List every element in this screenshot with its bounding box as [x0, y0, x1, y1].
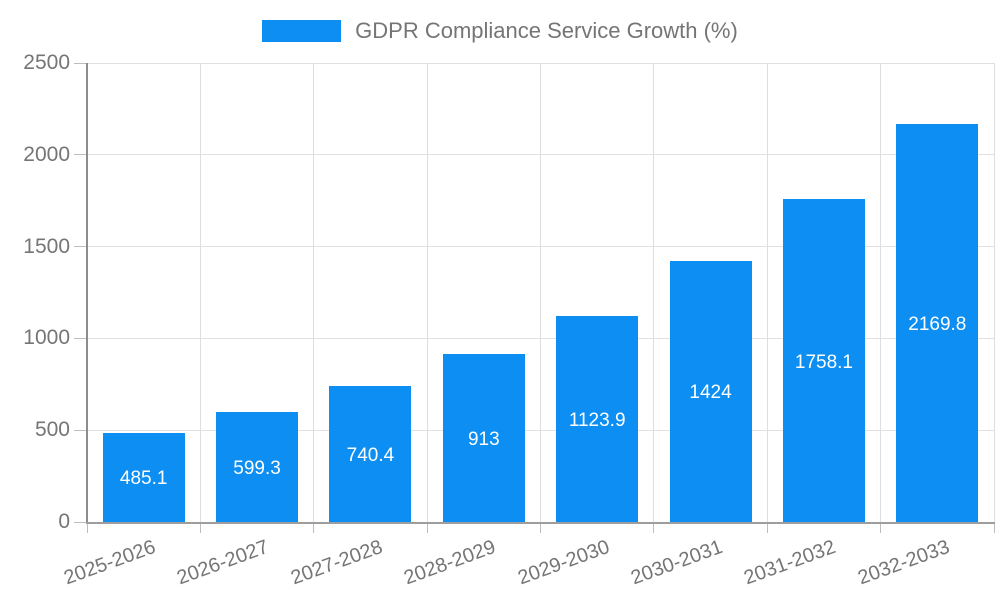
- v-gridline: [199, 63, 201, 522]
- bar: [669, 260, 752, 522]
- bar-value-label: 485.1: [119, 468, 168, 490]
- x-category-label: 2030-2031: [628, 535, 726, 590]
- x-tick-mark: [993, 524, 995, 533]
- x-tick-mark: [653, 524, 655, 533]
- bar-value-label: 1758.1: [794, 351, 853, 373]
- y-tick-label: 1500: [23, 234, 70, 258]
- bar-value-label: 1424: [689, 382, 732, 404]
- x-category-label: 2028-2029: [401, 535, 499, 590]
- y-tick-mark: [74, 154, 87, 156]
- v-gridline: [880, 63, 882, 522]
- x-tick-mark: [86, 524, 88, 533]
- y-tick-mark: [74, 521, 87, 523]
- legend-label: GDPR Compliance Service Growth (%): [355, 18, 738, 43]
- x-category-label: 2025-2026: [61, 535, 159, 590]
- y-tick-mark: [74, 62, 87, 64]
- bar: [442, 354, 525, 522]
- chart-legend: GDPR Compliance Service Growth (%): [0, 18, 1000, 44]
- x-category-label: 2027-2028: [287, 535, 386, 590]
- x-category-label: 2029-2030: [514, 535, 613, 590]
- x-category-label: 2031-2032: [741, 535, 839, 590]
- bar-value-label: 913: [467, 429, 500, 451]
- legend-swatch-icon: [262, 20, 342, 42]
- y-tick-mark: [74, 337, 87, 339]
- v-gridline: [313, 63, 315, 522]
- bar: [556, 315, 639, 522]
- y-tick-mark: [74, 429, 87, 431]
- v-gridline: [540, 63, 541, 522]
- bar: [216, 411, 299, 522]
- v-gridline: [653, 63, 655, 522]
- x-axis-line: [86, 522, 995, 524]
- x-tick-mark: [426, 524, 428, 533]
- v-gridline: [766, 63, 768, 522]
- bar: [102, 432, 185, 522]
- x-tick-mark: [540, 524, 541, 533]
- x-tick-mark: [766, 524, 768, 533]
- v-gridline: [426, 63, 428, 522]
- bar: [782, 199, 865, 522]
- y-tick-label: 2500: [23, 51, 70, 74]
- y-tick-label: 2000: [23, 142, 70, 166]
- bar-value-label: 599.3: [233, 457, 281, 479]
- x-category-label: 2032-2033: [854, 535, 953, 590]
- y-tick-label: 500: [34, 418, 70, 442]
- y-tick-label: 0: [58, 510, 70, 533]
- y-axis-line: [86, 63, 88, 524]
- bar: [896, 123, 979, 522]
- bar-value-label: 740.4: [346, 445, 395, 467]
- x-tick-mark: [199, 524, 201, 533]
- v-gridline: [993, 63, 995, 522]
- x-category-label: 2026-2027: [174, 535, 272, 590]
- y-tick-mark: [74, 246, 87, 248]
- bar-value-label: 2169.8: [908, 313, 967, 335]
- x-tick-mark: [313, 524, 315, 533]
- x-tick-mark: [880, 524, 882, 533]
- bar-value-label: 1123.9: [568, 409, 626, 431]
- bar: [329, 386, 412, 522]
- y-tick-label: 1000: [23, 326, 70, 350]
